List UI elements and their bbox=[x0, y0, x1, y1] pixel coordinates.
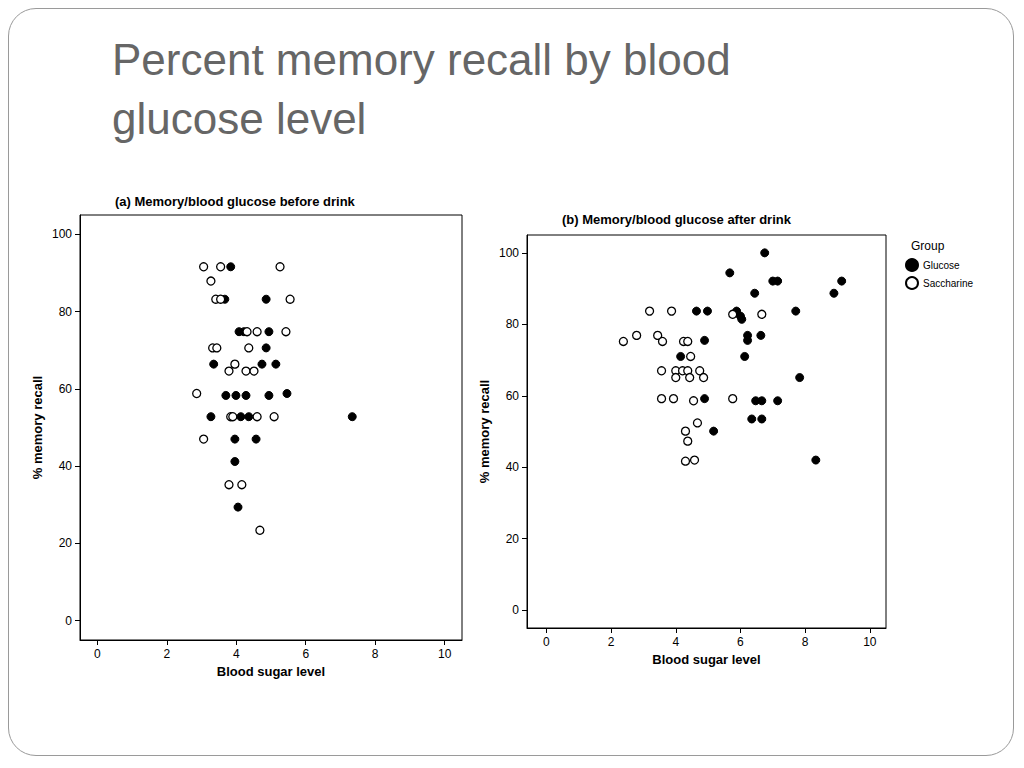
svg-text:0: 0 bbox=[94, 647, 101, 661]
svg-text:40: 40 bbox=[59, 459, 73, 473]
svg-text:80: 80 bbox=[506, 317, 520, 331]
svg-text:Blood sugar level: Blood sugar level bbox=[217, 664, 325, 679]
svg-text:100: 100 bbox=[499, 246, 519, 260]
svg-text:80: 80 bbox=[59, 305, 73, 319]
svg-text:4: 4 bbox=[233, 647, 240, 661]
svg-text:0: 0 bbox=[512, 603, 519, 617]
svg-text:60: 60 bbox=[59, 382, 73, 396]
svg-text:Blood sugar level: Blood sugar level bbox=[652, 652, 760, 667]
svg-text:10: 10 bbox=[863, 635, 877, 649]
svg-text:10: 10 bbox=[438, 647, 452, 661]
svg-text:60: 60 bbox=[506, 389, 520, 403]
svg-text:6: 6 bbox=[737, 635, 744, 649]
svg-text:Saccharine: Saccharine bbox=[923, 278, 973, 289]
svg-text:20: 20 bbox=[59, 536, 73, 550]
svg-text:(a) Memory/blood glucose befor: (a) Memory/blood glucose before drink bbox=[115, 194, 356, 209]
svg-text:8: 8 bbox=[372, 647, 379, 661]
svg-text:% memory recall: % memory recall bbox=[477, 380, 492, 483]
svg-text:0: 0 bbox=[543, 635, 550, 649]
svg-text:20: 20 bbox=[506, 532, 520, 546]
html-text:Percent memory recall by blood: Percent memory recall by blood glucose l… bbox=[112, 35, 731, 144]
svg-text:40: 40 bbox=[506, 460, 520, 474]
svg-text:100: 100 bbox=[52, 227, 72, 241]
svg-text:2: 2 bbox=[163, 647, 170, 661]
svg-text:4: 4 bbox=[672, 635, 679, 649]
svg-text:(b) Memory/blood glucose after: (b) Memory/blood glucose after drink bbox=[562, 212, 792, 227]
svg-text:8: 8 bbox=[802, 635, 809, 649]
svg-text:% memory recall: % memory recall bbox=[30, 376, 45, 479]
svg-text:Glucose: Glucose bbox=[923, 260, 960, 271]
svg-text:Group: Group bbox=[911, 239, 945, 253]
svg-text:2: 2 bbox=[608, 635, 615, 649]
svg-text:0: 0 bbox=[65, 614, 72, 628]
svg-text:6: 6 bbox=[302, 647, 309, 661]
